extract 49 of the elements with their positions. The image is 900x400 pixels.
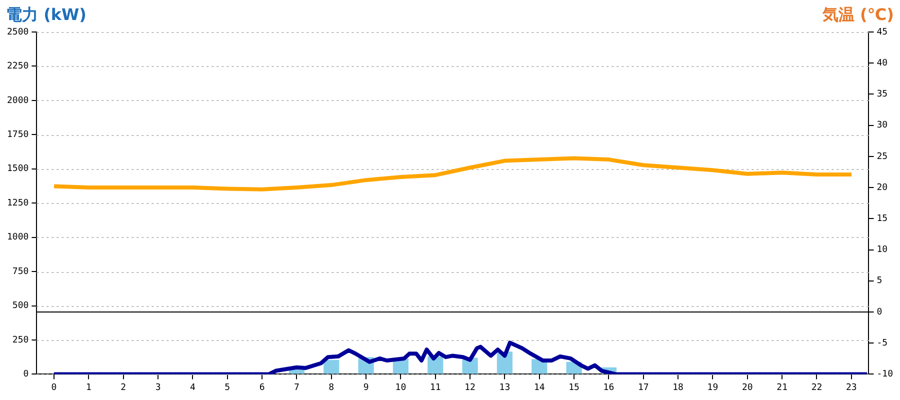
y-axis-title: 電力 (kW) [6, 5, 86, 24]
y-tick-label: 1250 [6, 198, 29, 208]
y-tick-label: 500 [12, 301, 29, 312]
y2-tick-label: 15 [876, 214, 888, 224]
x-tick-label: 10 [395, 382, 406, 393]
y2-tick-label: 30 [876, 120, 888, 131]
y-tick-label: 2500 [6, 27, 29, 38]
x-tick-label: 17 [638, 382, 649, 393]
x-tick-label: 21 [776, 382, 788, 393]
y-tick-label: 750 [12, 266, 29, 277]
x-tick-label: 6 [259, 382, 265, 393]
x-tick-label: 23 [846, 382, 857, 393]
x-tick-label: 7 [294, 382, 300, 393]
y-tick-label: 1500 [6, 164, 29, 174]
x-tick-label: 14 [534, 382, 545, 393]
y2-tick-label: 40 [876, 58, 888, 68]
x-tick-label: 18 [672, 382, 684, 393]
x-tick-label: 15 [568, 382, 580, 393]
x-tick-label: 19 [707, 382, 718, 393]
x-tick-label: 9 [363, 382, 369, 393]
y2-tick-label: 35 [876, 90, 888, 100]
y-tick-label: 2250 [6, 62, 29, 72]
x-tick-label: 2 [120, 382, 126, 393]
x-tick-label: 12 [464, 382, 476, 393]
y2-tick-label: 5 [876, 276, 882, 286]
x-tick-label: 16 [603, 382, 614, 393]
x-tick-label: 11 [430, 382, 441, 393]
x-tick-label: 3 [155, 382, 161, 393]
y-tick-label: 2000 [6, 96, 29, 106]
y-tick-label: 1750 [6, 130, 29, 140]
y2-axis-title: 気温 (℃) [821, 5, 894, 24]
y2-tick-label: 20 [876, 182, 888, 193]
x-tick-label: 22 [811, 382, 822, 393]
x-tick-label: 1 [86, 382, 92, 393]
x-tick-label: 20 [742, 382, 753, 393]
y2-tick-label: -10 [876, 370, 894, 380]
x-tick-label: 13 [499, 382, 510, 393]
y2-tick-label: 10 [876, 245, 888, 256]
x-tick-label: 4 [190, 382, 196, 393]
y2-tick-label: 0 [876, 307, 882, 318]
x-tick-label: 5 [224, 382, 230, 393]
x-tick-label: 8 [328, 382, 334, 393]
y2-tick-label: -5 [876, 338, 888, 348]
x-tick-label: 0 [51, 382, 57, 393]
y-tick-label: 250 [12, 335, 29, 346]
y-tick-label: 1000 [6, 232, 29, 243]
y2-tick-label: 45 [876, 27, 888, 38]
y-tick-label: 0 [23, 370, 29, 380]
y2-tick-label: 25 [876, 152, 888, 162]
